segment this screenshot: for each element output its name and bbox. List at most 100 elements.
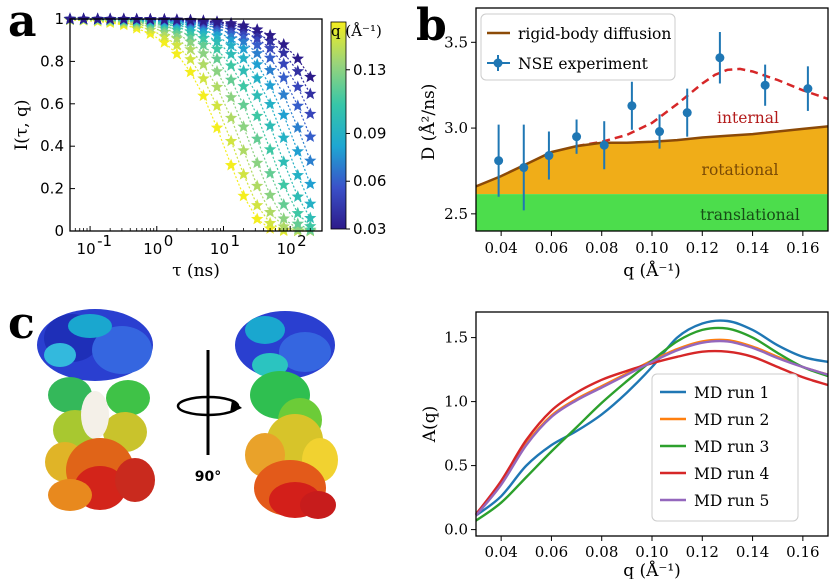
data-point-star [291,217,304,230]
data-point-star [224,134,238,147]
data-point-star [170,27,183,39]
panel-b-chart: internal rotational translational 2.5 3.0… [418,7,829,281]
data-point-star [277,198,290,210]
data-point-star [210,15,224,27]
data-point-star [291,190,304,202]
data-point-star [277,178,290,191]
internal-fit-curve [576,67,829,148]
annotation-rotational: rotational [702,161,779,179]
data-point-star [251,57,264,70]
data-point-star [251,23,264,35]
y-tick-label: 1 [54,10,64,28]
y-tick-label: 0 [54,222,64,240]
panel-d-marks [475,319,829,522]
data-point-star [277,38,290,50]
x-tick-label: 0.12 [686,239,719,257]
data-point-star [304,107,317,120]
data-point-star [237,19,250,31]
data-point-star [291,206,304,219]
data-point-star [251,38,264,51]
data-point-star [263,34,277,47]
legend-label-md-run-4: MD run 4 [694,465,770,483]
nse-point [627,101,637,111]
panel-b-legend: rigid-body diffusion NSE experiment [480,13,676,81]
data-point-star [251,71,264,84]
data-point-star [184,42,197,55]
data-point-star [197,89,210,102]
data-point-star [304,211,317,224]
data-point-star [291,64,304,77]
data-point-star [237,189,250,202]
x-tick-exponent: -1 [97,232,112,250]
data-point-star [263,205,277,218]
data-point-star [263,28,277,41]
x-tick-exponent: 2 [297,232,307,250]
data-point-star [158,29,171,42]
data-point-star [277,212,290,224]
legend-label-nse: NSE experiment [518,55,649,73]
data-point-star [263,79,277,91]
y-tick-label: 0.4 [40,137,64,155]
data-point-star [237,79,250,92]
data-point-star [224,158,238,171]
y-tick-label: 0.8 [40,52,64,70]
data-point-star [291,52,304,65]
data-point-star [304,87,317,100]
data-point-star [277,131,290,144]
legend-box [651,373,799,522]
data-point-star [237,144,250,156]
data-point-star [263,216,277,229]
x-tick-label: 0.14 [736,239,769,257]
data-point-star [170,32,183,44]
data-point-star [291,222,304,235]
colorbar [330,21,347,230]
x-tick-label: 0.04 [484,543,517,561]
colorbar-label: q (Å⁻¹) [331,22,382,40]
data-point-star [224,32,238,44]
data-point-star [263,142,277,155]
data-point-star [224,47,238,60]
data-point-star [291,80,304,93]
panel-c-protein-views: 90° [37,309,338,519]
data-point-star [237,29,250,41]
y-tick-label: 3.5 [444,33,468,51]
panel-b-xlabel: q (Å⁻¹) [623,260,681,281]
md-run-5-line [475,339,829,517]
panel-d-legend-items: MD run 1 MD run 2 MD run 3 MD run 4 MD run 5 [660,384,770,510]
x-tick-label: 10 [143,240,162,258]
data-point-star [251,46,264,59]
data-point-star [210,64,224,77]
data-point-star [224,90,238,103]
x-tick-label: 0.16 [786,543,819,561]
x-tick-label: 10 [277,240,296,258]
nse-point [494,156,504,166]
x-tick-label: 0.04 [484,239,517,257]
data-point-star [263,97,277,110]
data-point-star [277,220,290,232]
data-point-star [251,89,264,101]
x-tick-label: 0.06 [535,543,568,561]
data-point-star [251,198,264,211]
data-point-star [263,63,277,76]
nse-point [519,163,529,173]
data-point-star [224,16,238,29]
data-point-star [251,156,264,169]
nse-point [760,80,770,90]
panel-a-frame [69,18,323,232]
data-point-star [197,31,210,44]
data-point-star [263,41,277,54]
data-point-star [277,57,290,70]
data-point-star [263,119,277,131]
legend-label-rigid: rigid-body diffusion [518,25,671,43]
data-point-star [237,42,250,54]
y-tick-label: 0.6 [40,95,64,113]
data-point-star [237,64,250,77]
translational-region [476,194,828,231]
data-point-star [251,212,264,225]
nse-point [599,140,609,150]
legend-swatch-nse-dot [493,58,503,68]
data-point-star [251,109,264,122]
data-point-star [158,35,171,48]
data-point-star [224,27,238,39]
x-tick-label: 0.06 [535,239,568,257]
